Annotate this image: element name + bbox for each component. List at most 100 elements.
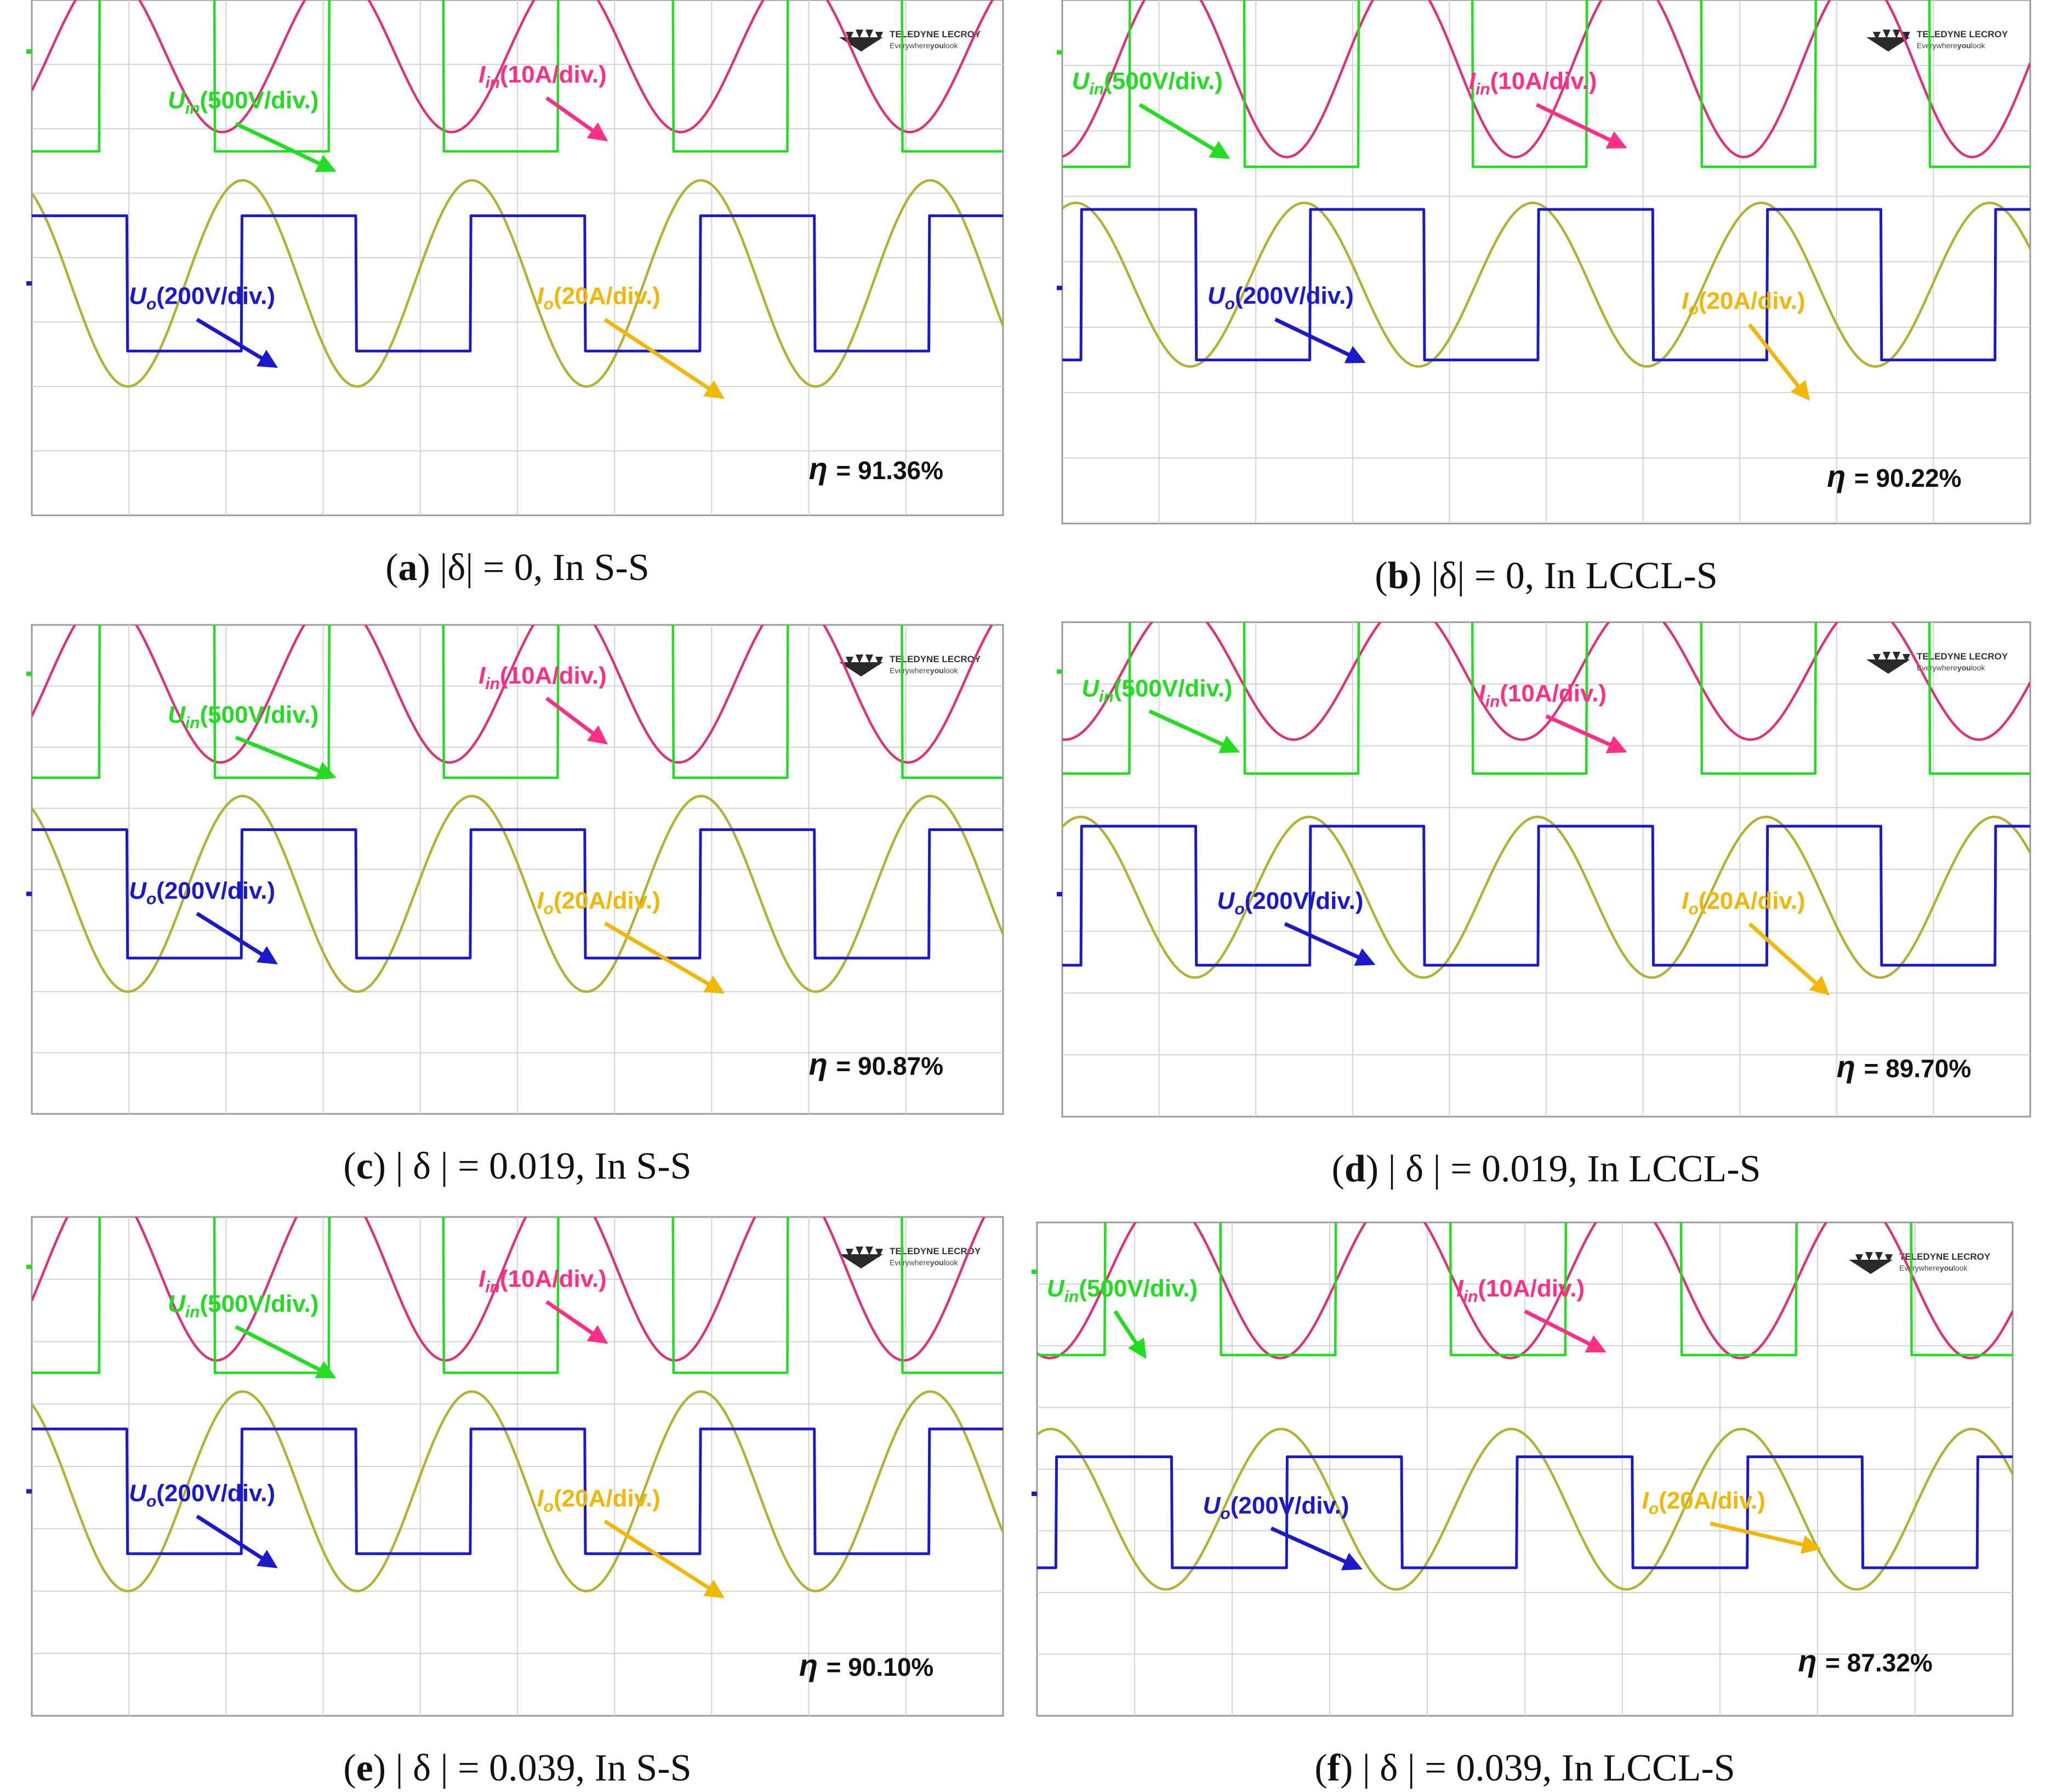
- iin-arrow: [545, 1300, 608, 1344]
- ch3-ground-marker: [26, 1489, 32, 1494]
- uin-symbol: U: [168, 87, 186, 113]
- io-label: Io(20A/div.): [537, 887, 660, 918]
- iin-symbol: I: [1469, 67, 1476, 94]
- caption-open: (: [385, 547, 398, 589]
- logo-blade-3: [875, 657, 883, 665]
- traces: [1062, 622, 2030, 979]
- ch1-ground-marker: [26, 49, 32, 54]
- logo-blade-2: [1893, 652, 1900, 661]
- logo-tagline-em: you: [930, 1258, 944, 1267]
- logo-tagline-em: you: [930, 41, 944, 50]
- uin-label: Uin(500V/div.): [1081, 675, 1232, 706]
- uin-scale: (500V/div.): [1114, 675, 1233, 702]
- uin-arrow: [235, 1325, 337, 1379]
- uo-arrow: [196, 317, 278, 368]
- logo-tagline-post: look: [1971, 663, 1986, 672]
- uin-label: Uin(500V/div.): [168, 1290, 318, 1321]
- panel-caption: (c) | δ | = 0.019, In S-S: [343, 1145, 691, 1187]
- ch1-ground-marker: [26, 672, 32, 676]
- uo-arrow: [1274, 317, 1366, 363]
- uo-subscript: o: [1225, 295, 1235, 313]
- logo-tagline-post: look: [944, 666, 959, 675]
- lecroy-logo: TELEDYNE LECROY Everywhereyoulook: [1866, 29, 2008, 52]
- io-subscript: o: [544, 1498, 554, 1516]
- ch3-ground-marker: [1057, 892, 1062, 897]
- logo-blade-1: [856, 1247, 863, 1255]
- logo-blade-3: [1902, 654, 1910, 663]
- io-symbol: I: [1682, 287, 1689, 314]
- uin-subscript: in: [185, 99, 200, 117]
- traces: [1062, 0, 2030, 368]
- logo-brand-text: TELEDYNE LECROY: [890, 29, 981, 39]
- efficiency-label: η = 91.36%: [809, 451, 943, 486]
- trace-uin: [32, 1217, 1003, 1374]
- caption-text: ) | δ | = 0.019, In S-S: [373, 1145, 692, 1187]
- iin-subscript: in: [485, 73, 500, 92]
- scope-grid: [1062, 0, 2030, 524]
- logo-blade-2: [865, 30, 873, 38]
- logo-tagline-pre: Everywhere: [890, 666, 930, 675]
- uo-scale: (200V/div.): [156, 1480, 275, 1507]
- efficiency-value: = 90.22%: [1854, 464, 1962, 492]
- logo-tagline-post: look: [944, 41, 959, 50]
- logo-brand-text: TELEDYNE LECROY: [890, 1246, 981, 1256]
- ch3-ground-marker: [26, 891, 32, 896]
- uo-label: Uo(200V/div.): [129, 1480, 275, 1511]
- trace-iin: [32, 1217, 986, 1362]
- uin-scale: (500V/div.): [200, 701, 319, 728]
- iin-subscript: in: [1485, 692, 1500, 710]
- logo-tagline-em: you: [930, 666, 944, 675]
- panel-caption: (b) |δ| = 0, In LCCL-S: [1375, 555, 1718, 597]
- io-scale: (20A/div.): [554, 1485, 660, 1512]
- caption-text: ) | δ | = 0.019, In LCCL-S: [1366, 1148, 1761, 1190]
- efficiency-symbol: η: [1827, 459, 1854, 493]
- caption-letter: c: [356, 1145, 373, 1187]
- trace-iin: [1062, 622, 2030, 741]
- trace-uo: [32, 828, 1003, 960]
- uo-label: Uo(200V/div.): [1203, 1492, 1349, 1523]
- logo-tagline-post: look: [944, 1258, 959, 1267]
- lecroy-logo: TELEDYNE LECROY Everywhereyoulook: [1849, 1251, 1991, 1274]
- uo-symbol: U: [129, 1480, 147, 1507]
- efficiency-symbol: η: [1837, 1049, 1864, 1084]
- io-subscript: o: [1688, 300, 1698, 318]
- ch1-ground-marker: [1032, 1270, 1037, 1274]
- io-scale: (20A/div.): [1659, 1487, 1765, 1514]
- uin-subscript: in: [1089, 80, 1104, 98]
- caption-letter: e: [356, 1747, 373, 1789]
- uin-symbol: U: [168, 1290, 186, 1317]
- uin-arrow: [235, 735, 337, 780]
- iin-scale: (10A/div.): [1478, 1275, 1585, 1302]
- ch3-ground-marker: [26, 281, 32, 286]
- logo-fan: [839, 1254, 883, 1268]
- trace-uin: [32, 625, 1003, 780]
- logo-blade-1: [856, 30, 863, 38]
- io-arrow: [603, 317, 725, 399]
- ch1-ground-marker: [1057, 50, 1062, 55]
- iin-label: Iin(10A/div.): [1456, 1275, 1585, 1306]
- io-scale: (20A/div.): [554, 283, 660, 310]
- uo-scale: (200V/div.): [156, 283, 275, 310]
- efficiency-label: η = 87.32%: [1798, 1643, 1932, 1678]
- uo-subscript: o: [1220, 1505, 1230, 1523]
- uin-scale: (500V/div.): [200, 87, 319, 113]
- uin-subscript: in: [185, 714, 200, 732]
- uo-scale: (200V/div.): [1235, 282, 1354, 309]
- lecroy-logo: TELEDYNE LECROY Everywhereyoulook: [839, 1246, 981, 1268]
- io-subscript: o: [1688, 900, 1698, 918]
- trace-uin: [1037, 1222, 2013, 1357]
- efficiency-symbol: η: [1798, 1643, 1825, 1678]
- trace-io: [32, 1390, 1003, 1592]
- logo-brand-text: TELEDYNE LECROY: [1917, 29, 2008, 39]
- caption-open: (: [343, 1747, 356, 1789]
- iin-symbol: I: [479, 61, 486, 88]
- efficiency-value: = 87.32%: [1825, 1648, 1933, 1677]
- scope-grid: [1037, 1222, 2013, 1716]
- io-label: Io(20A/div.): [1682, 287, 1805, 318]
- uin-label: Uin(500V/div.): [168, 701, 318, 732]
- uin-symbol: U: [1081, 675, 1100, 702]
- io-symbol: I: [537, 887, 544, 914]
- logo-brand-text: TELEDYNE LECROY: [890, 654, 981, 664]
- uin-scale: (500V/div.): [1104, 67, 1223, 94]
- logo-blade-0: [846, 1249, 853, 1258]
